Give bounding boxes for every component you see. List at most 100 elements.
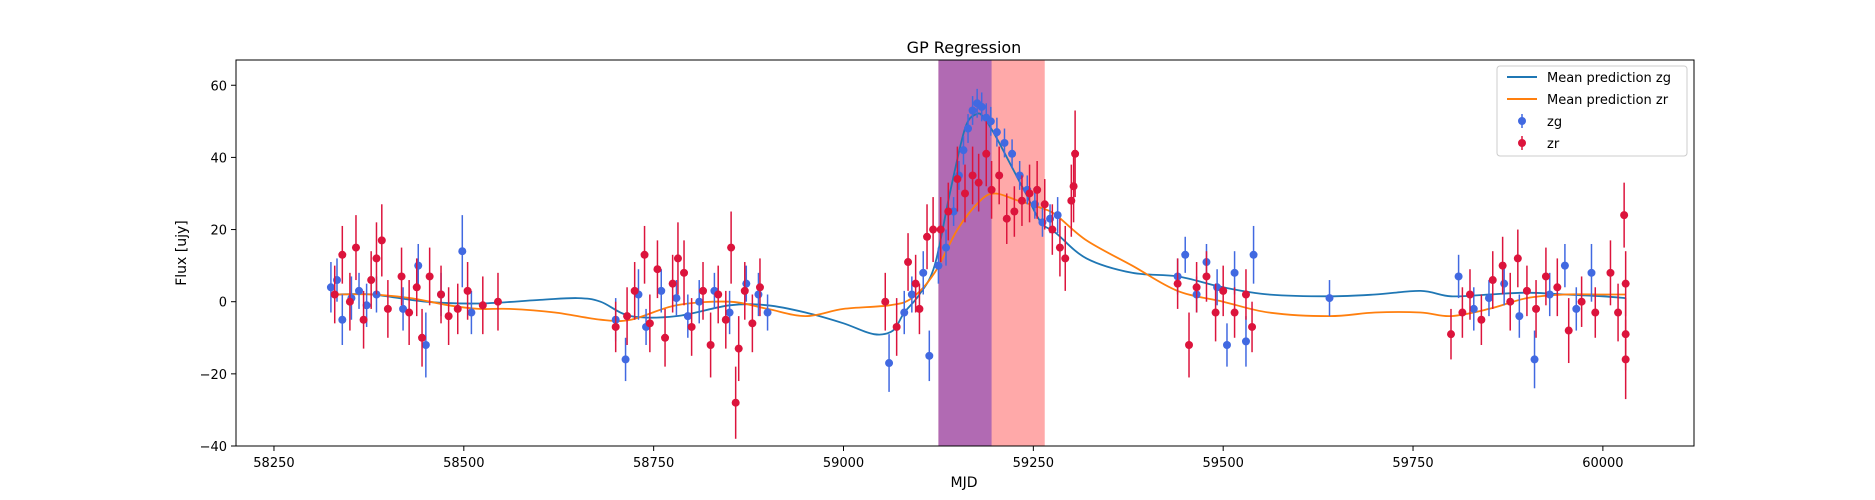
shaded-region-1 [938,60,992,446]
zr-point-6 [372,254,381,263]
zr-point-83 [1498,261,1507,270]
x-tick-label: 58750 [633,456,674,471]
zr-point-63 [1048,225,1057,234]
zr-point-94 [1614,308,1623,317]
zr-point-96 [1621,279,1630,288]
zr-point-48 [936,225,945,234]
zr-point-78 [1447,330,1455,339]
zg-point-35 [959,146,968,155]
y-tick-label: 20 [210,224,227,239]
zg-point-24 [754,290,763,299]
zr-point-31 [699,286,708,295]
zr-point-16 [453,304,462,313]
zg-point-9 [421,340,430,349]
mean-prediction-zg-line [334,112,1626,336]
zr-point-59 [1017,196,1026,205]
zr-point-76 [1241,290,1250,299]
zg-point-63 [1484,294,1493,303]
zg-point-59 [1249,250,1258,259]
zg-point-14 [621,355,630,364]
zg-point-17 [657,286,666,295]
zr-point-89 [1553,283,1562,292]
zr-point-57 [1002,214,1011,223]
zg-point-8 [414,261,423,270]
zr-point-55 [987,185,996,194]
zr-point-30 [687,322,696,331]
zr-point-98 [1621,330,1630,339]
x-tick-label: 60000 [1582,456,1623,471]
series-zr [330,110,1630,439]
zg-point-57 [1230,268,1239,277]
zr-point-36 [731,398,740,407]
zr-point-9 [397,272,406,281]
zr-point-5 [367,276,376,285]
zr-point-61 [1033,185,1042,194]
zr-point-88 [1541,272,1550,281]
zr-point-21 [623,312,632,321]
zr-point-69 [1173,279,1182,288]
zr-point-90 [1564,326,1573,335]
y-tick-label: −40 [200,440,227,455]
x-tick-label: 58250 [253,456,294,471]
zr-point-2 [345,297,354,306]
zr-point-77 [1248,322,1257,331]
zr-point-14 [437,290,446,299]
zr-point-87 [1532,304,1541,313]
series-zg [326,88,1596,392]
zr-point-45 [915,304,924,313]
y-axis-label: Flux [ujy] [174,220,190,286]
zg-point-11 [458,247,467,256]
y-axis-ticks: −40 −20 0 20 40 60 [200,79,236,455]
zr-point-29 [680,268,689,277]
mean-prediction-lines [334,112,1626,336]
zr-point-53 [974,178,983,187]
zg-point-5 [362,301,371,310]
x-tick-label: 59000 [823,456,864,471]
zr-point-47 [929,225,938,234]
zr-point-0 [330,290,339,299]
zr-point-92 [1591,308,1600,317]
zr-point-28 [673,254,682,263]
legend-label-mean-zr: Mean prediction zr [1547,93,1669,108]
zr-point-68 [1071,149,1080,158]
zg-point-29 [919,268,928,277]
zr-point-93 [1606,268,1615,277]
mean-prediction-zr-line [334,192,1626,322]
zg-point-66 [1530,355,1539,364]
y-tick-label: 60 [210,79,227,94]
zg-point-44 [1008,149,1017,158]
zr-point-34 [721,315,730,324]
zg-point-42 [992,128,1001,137]
zr-point-64 [1055,243,1064,252]
y-tick-label: 40 [210,151,227,166]
zr-point-86 [1522,286,1531,295]
zr-point-91 [1577,297,1586,306]
zr-point-54 [982,149,991,158]
zr-point-62 [1040,200,1049,209]
zr-point-46 [923,232,932,241]
zr-point-72 [1202,272,1211,281]
x-tick-label: 59250 [1013,456,1054,471]
zg-point-65 [1515,312,1524,321]
legend-swatch-zg [1518,114,1526,128]
zr-point-49 [944,207,953,216]
zr-point-44 [911,279,920,288]
zr-point-24 [645,319,654,328]
zr-point-3 [351,243,360,252]
zr-point-22 [630,286,639,295]
zr-point-26 [661,333,670,342]
zr-point-10 [405,308,414,317]
zg-point-20 [695,297,704,306]
chart-title: GP Regression [907,38,1022,57]
zr-point-17 [463,286,472,295]
zr-point-1 [338,250,347,259]
zg-point-62 [1469,304,1478,313]
zr-point-58 [1010,207,1019,216]
zg-point-27 [900,308,909,317]
zr-point-52 [968,171,977,180]
zg-point-67 [1545,290,1554,299]
zr-point-60 [1025,189,1034,198]
zg-point-2 [338,315,347,324]
zr-point-37 [734,344,743,353]
zr-point-42 [892,322,901,331]
